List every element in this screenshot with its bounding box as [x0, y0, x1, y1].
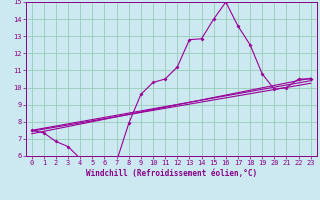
X-axis label: Windchill (Refroidissement éolien,°C): Windchill (Refroidissement éolien,°C) [86, 169, 257, 178]
